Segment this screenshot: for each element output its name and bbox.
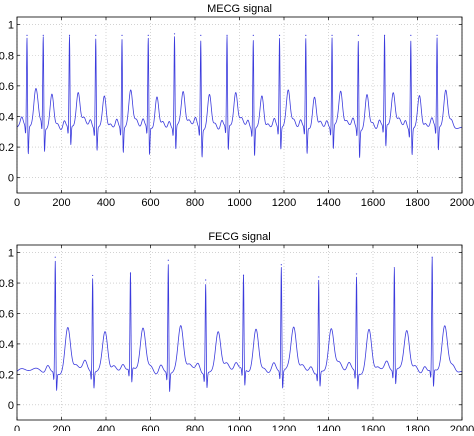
y-tick-label: 0.2 <box>0 369 14 381</box>
y-tick-label: 0.4 <box>0 339 14 351</box>
y-tick-label: 0.2 <box>0 142 14 154</box>
r-peak-point <box>278 34 281 36</box>
r-peak-point <box>92 274 94 277</box>
r-peak-point <box>42 34 44 36</box>
y-tick-label: 0.6 <box>0 308 14 320</box>
r-peak-point <box>68 34 71 36</box>
y-tick-label: 1 <box>8 20 14 32</box>
r-peak-point <box>436 34 438 36</box>
r-peak-point <box>393 267 395 269</box>
r-peak-point <box>383 34 386 36</box>
r-peak-point <box>252 34 254 36</box>
r-peak-point <box>54 256 56 258</box>
r-peak-point <box>331 34 333 36</box>
r-peak-point <box>355 273 358 275</box>
chart-title: FECG signal <box>208 231 270 243</box>
x-tick-label: 1200 <box>272 424 296 431</box>
r-peak-point <box>357 34 359 36</box>
r-peak-point <box>318 276 320 278</box>
x-tick-label: 1000 <box>227 197 251 209</box>
r-peak-point <box>410 34 412 36</box>
x-tick-label: 1800 <box>405 197 429 209</box>
x-tick-label: 1400 <box>316 424 340 431</box>
r-peak-point <box>242 274 245 277</box>
x-tick-label: 1800 <box>405 424 429 431</box>
r-peak-point <box>305 34 307 36</box>
r-peak-point <box>200 34 202 36</box>
x-tick-label: 800 <box>186 424 204 431</box>
y-tick-label: 0 <box>8 173 14 185</box>
r-peak-point <box>147 34 149 36</box>
x-tick-label: 400 <box>97 424 115 431</box>
x-tick-label: 0 <box>14 424 20 431</box>
x-tick-label: 600 <box>141 197 159 209</box>
x-tick-label: 1600 <box>361 197 385 209</box>
chart-panel-1: 0 200 400 600 800 1000 1200 1400 1600 1800 2000 0 0.… <box>0 3 474 209</box>
x-tick-label: 2000 <box>450 197 474 209</box>
r-peak-point <box>167 259 169 261</box>
x-tick-label: 200 <box>52 197 70 209</box>
x-tick-label: 2000 <box>450 424 474 431</box>
chart-panel-2: 0 200 400 600 800 1000 1200 1400 1600 1800 2000 0 0.… <box>0 231 474 436</box>
x-tick-label: 200 <box>52 424 70 431</box>
x-tick-label: 400 <box>97 197 115 209</box>
x-tick-label: 1400 <box>316 197 340 209</box>
y-tick-label: 0.4 <box>0 111 14 123</box>
signal-line <box>16 257 463 392</box>
x-tick-label: 800 <box>186 197 204 209</box>
r-peak-point <box>26 34 28 36</box>
y-tick-label: 0.8 <box>0 50 14 62</box>
y-tick-label: 0.6 <box>0 81 14 93</box>
signal-line <box>16 35 463 158</box>
r-peak-point <box>280 264 282 266</box>
y-tick-label: 0 <box>8 400 14 412</box>
r-peak-point <box>205 279 207 281</box>
r-peak-point <box>129 273 132 275</box>
x-tick-label: 0 <box>14 197 20 209</box>
y-tick-label: 0.8 <box>0 278 14 290</box>
r-peak-point <box>121 34 123 36</box>
r-peak-point <box>95 34 97 36</box>
y-tick-label: 1 <box>8 248 14 260</box>
chart-title: MECG signal <box>207 3 272 15</box>
x-tick-label: 1000 <box>227 424 251 431</box>
r-peak-point <box>226 34 228 36</box>
r-peak-point <box>431 256 433 258</box>
x-tick-label: 600 <box>141 424 159 431</box>
x-tick-label: 1600 <box>361 424 385 431</box>
r-peak-point <box>173 33 176 35</box>
x-tick-label: 1200 <box>272 197 296 209</box>
